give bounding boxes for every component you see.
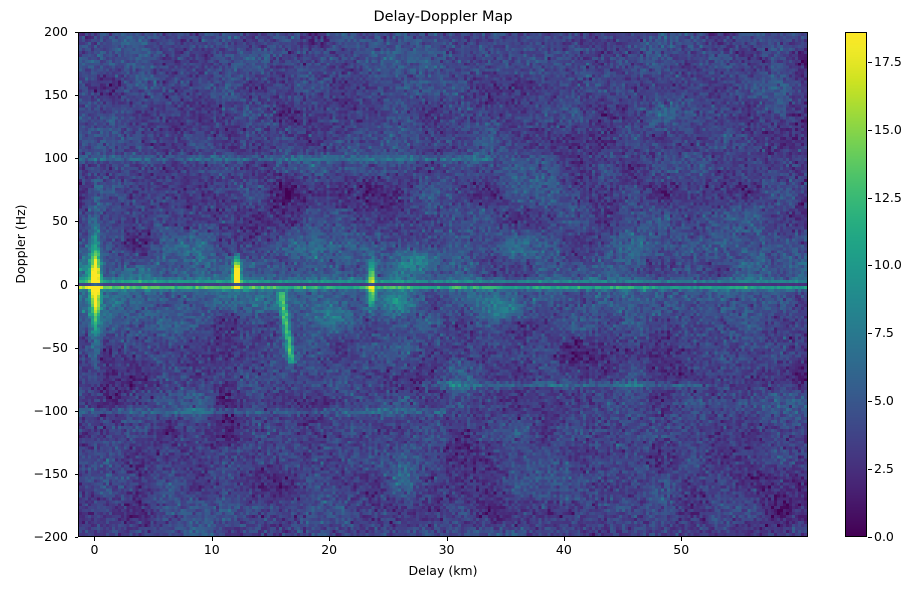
- y-tick-label: −100: [33, 402, 68, 418]
- y-tick: [74, 221, 78, 223]
- x-tick-label: 10: [203, 542, 220, 557]
- colorbar-tick: [868, 469, 872, 471]
- colorbar: [845, 32, 867, 537]
- x-tick: [563, 537, 565, 541]
- colorbar-tick: [868, 537, 872, 538]
- y-tick-label: 0: [60, 276, 68, 292]
- y-axis-label: Doppler (Hz): [13, 204, 28, 284]
- x-axis-label: Delay (km): [408, 563, 478, 578]
- y-tick: [74, 158, 78, 160]
- y-tick-label: −150: [33, 465, 68, 481]
- y-tick: [74, 537, 78, 538]
- colorbar-tick: [868, 265, 872, 267]
- colorbar-tick: [868, 61, 872, 63]
- colorbar-gradient: [846, 33, 866, 536]
- colorbar-tick: [868, 197, 872, 199]
- colorbar-tick-label: 10.0: [874, 257, 902, 273]
- colorbar-tick: [868, 333, 872, 335]
- y-tick: [74, 284, 78, 286]
- y-tick: [74, 347, 78, 349]
- x-tick-label: 30: [438, 542, 455, 557]
- page-title: Delay-Doppler Map: [373, 9, 513, 25]
- y-tick-label: −50: [41, 339, 68, 355]
- y-tick-label: 100: [44, 150, 68, 166]
- heatmap-axes: [78, 32, 808, 537]
- y-tick: [74, 32, 78, 33]
- y-tick: [74, 473, 78, 475]
- x-tick: [94, 537, 96, 541]
- y-tick-label: −200: [33, 529, 68, 544]
- x-tick: [446, 537, 448, 541]
- y-tick-label: 150: [44, 87, 68, 103]
- x-tick-label: 40: [555, 542, 572, 557]
- x-tick-label: 50: [673, 542, 690, 557]
- x-tick-label: 0: [90, 542, 99, 557]
- y-tick: [74, 410, 78, 412]
- colorbar-tick: [868, 129, 872, 131]
- x-tick-label: 20: [321, 542, 338, 557]
- colorbar-tick-label: 15.0: [874, 121, 902, 137]
- colorbar-tick-label: 5.0: [874, 393, 894, 409]
- heatmap-canvas: [79, 33, 807, 536]
- x-tick: [211, 537, 213, 541]
- y-tick: [74, 95, 78, 97]
- colorbar-tick: [868, 401, 872, 403]
- colorbar-tick-label: 7.5: [874, 325, 894, 341]
- colorbar-tick-label: 0.0: [874, 529, 894, 544]
- y-tick-label: 50: [52, 213, 68, 229]
- y-tick-label: 200: [44, 24, 68, 39]
- colorbar-tick-label: 2.5: [874, 461, 894, 477]
- x-tick: [681, 537, 683, 541]
- heatmap-image: [79, 33, 807, 536]
- colorbar-tick-label: 12.5: [874, 189, 902, 205]
- x-tick: [329, 537, 331, 541]
- colorbar-tick-label: 17.5: [874, 53, 902, 69]
